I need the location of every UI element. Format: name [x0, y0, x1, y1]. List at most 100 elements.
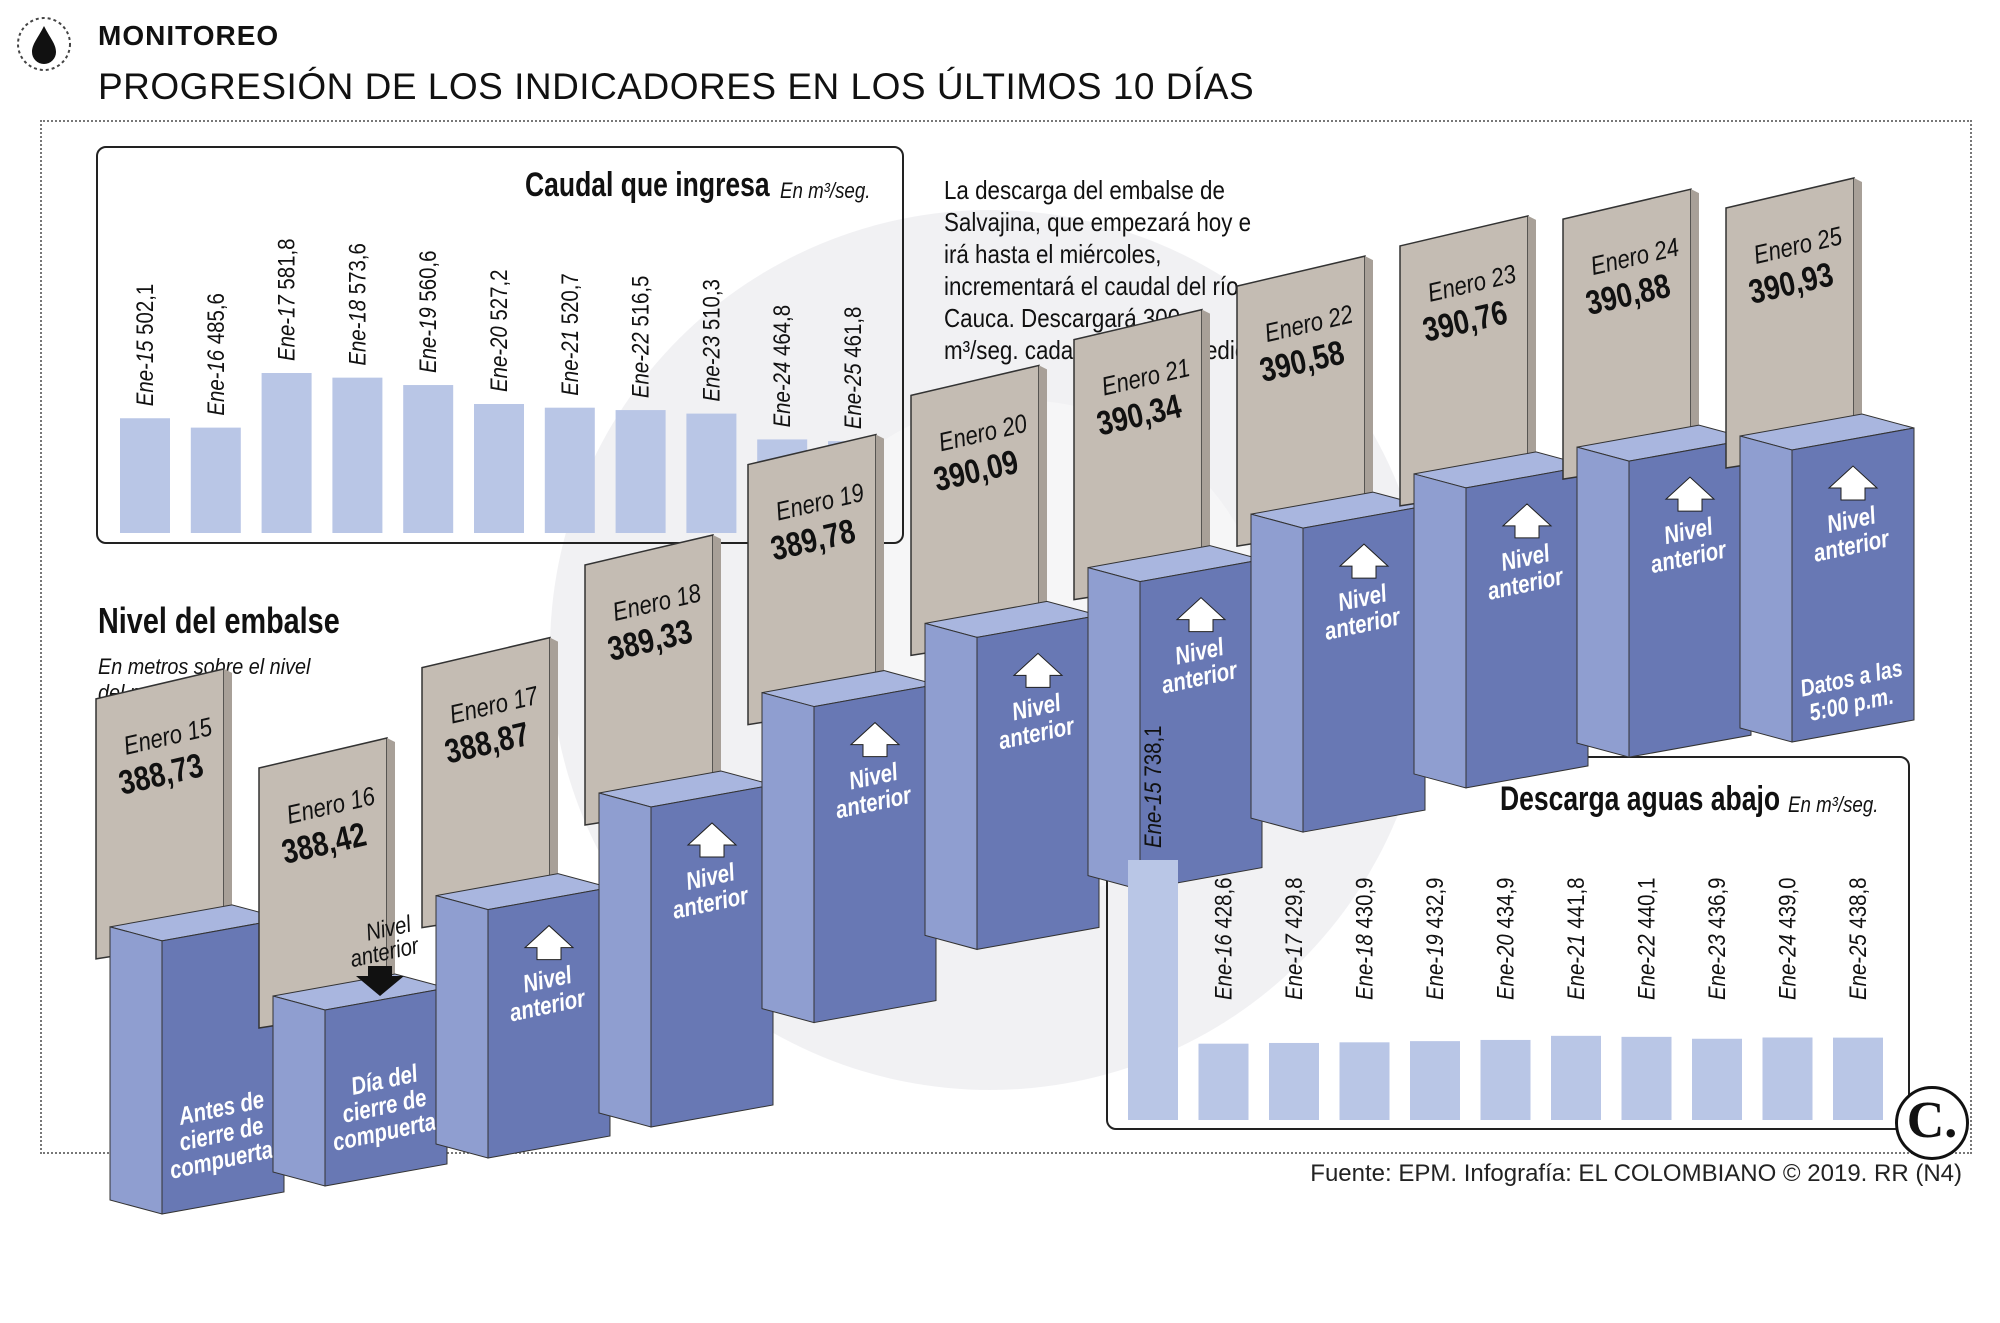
block-side-face: [272, 995, 326, 1187]
block-front-face: [1791, 427, 1915, 743]
block-front-face: [650, 784, 774, 1128]
tan-panel-edge: [550, 637, 558, 908]
arrow-up-icon: [1012, 652, 1064, 688]
bar: [332, 377, 383, 533]
bar: [1410, 1041, 1460, 1120]
category-label: Ene-20: [1492, 929, 1519, 1000]
block-front-face: [1139, 559, 1263, 891]
outflow-title: Descarga aguas abajo: [1499, 780, 1780, 818]
bar-label: Ene-15 738,1: [1139, 726, 1166, 848]
bar: [1551, 1035, 1601, 1120]
block-side-face: [435, 894, 489, 1159]
category-label: Ene-15: [1139, 777, 1166, 848]
bar: [1128, 860, 1178, 1120]
block-front-face: [161, 918, 285, 1215]
tan-panel-edge: [224, 668, 232, 939]
bar-label: Ene-24 464,8: [769, 305, 796, 427]
publisher-logo: C.: [1895, 1086, 1969, 1160]
category-label: Ene-23: [698, 330, 725, 401]
bar: [1833, 1037, 1883, 1120]
arrow-up-icon: [686, 822, 738, 858]
value-label: 520,7: [556, 273, 583, 324]
inflow-title: Caudal que ingresa: [525, 166, 770, 204]
value-label: 432,9: [1421, 878, 1448, 929]
block-front-face: [813, 683, 937, 1024]
bar: [544, 407, 595, 533]
bar-label: Ene-17 429,8: [1280, 878, 1307, 1000]
category-label: Ene-18: [1351, 929, 1378, 1000]
value-label: 440,1: [1633, 878, 1660, 929]
category-label: Ene-16: [1210, 929, 1237, 1000]
block-front-face: [324, 987, 448, 1187]
value-label: 438,8: [1844, 878, 1871, 929]
bar: [1198, 1043, 1249, 1120]
bar-label: Ene-21 441,8: [1562, 878, 1589, 1000]
category-label: Ene-20: [485, 321, 512, 392]
outflow-unit: En m³/seg.: [1788, 792, 1879, 817]
bar: [1339, 1042, 1390, 1120]
bar: [261, 373, 312, 533]
bar: [1762, 1037, 1813, 1120]
value-label: 485,6: [202, 293, 229, 344]
tan-panel-edge: [1854, 178, 1862, 448]
source-credit: Fuente: EPM. Infografía: EL COLOMBIANO ©…: [1310, 1160, 1962, 1187]
block-side-face: [598, 792, 652, 1128]
level-title: Nivel del embalse: [98, 600, 340, 641]
inflow-unit: En m³/seg.: [780, 178, 871, 203]
tan-panel-edge: [1039, 365, 1047, 636]
arrow-up-icon: [1827, 465, 1879, 501]
bar-label: Ene-16 485,6: [202, 293, 229, 415]
value-label: 428,6: [1210, 878, 1237, 929]
value-label: 436,9: [1703, 878, 1730, 929]
value-label: 573,6: [344, 243, 371, 294]
value-label: 502,1: [131, 284, 158, 335]
block-side-face: [1739, 435, 1793, 743]
category-label: Ene-23: [1703, 929, 1730, 1000]
value-label: 461,8: [839, 307, 866, 358]
tan-panel-edge: [1528, 215, 1536, 486]
bar-label: Ene-25 438,8: [1844, 878, 1871, 1000]
block-front-face: [1628, 438, 1752, 758]
category-label: Ene-18: [344, 294, 371, 365]
category-label: Ene-22: [627, 327, 654, 398]
arrow-up-icon: [1664, 476, 1716, 512]
bar-label: Ene-22 516,5: [627, 276, 654, 398]
bar: [474, 404, 524, 533]
tan-panel-edge: [713, 534, 721, 805]
tan-panel-edge: [1365, 256, 1373, 527]
arrow-up-icon: [1175, 596, 1227, 633]
value-label: 464,8: [769, 305, 796, 356]
category-label: Ene-21: [556, 324, 583, 395]
bar-label: Ene-20 434,9: [1492, 878, 1519, 1000]
inflow-panel: [96, 146, 904, 544]
water-drop-icon: [17, 17, 71, 71]
block-front-face: [976, 614, 1100, 951]
frame-dotted: [40, 120, 1972, 1154]
value-label: 581,8: [273, 239, 300, 290]
arrow-up-icon: [849, 721, 901, 758]
value-label: 429,8: [1280, 878, 1307, 929]
tan-panel-edge: [876, 434, 884, 705]
bar: [1621, 1036, 1672, 1120]
value-label: 516,5: [627, 276, 654, 327]
block-side-face: [109, 926, 163, 1215]
value-label: 441,8: [1562, 878, 1589, 929]
value-label: 434,9: [1492, 878, 1519, 929]
value-label: 430,9: [1351, 878, 1378, 929]
category-label: Ene-24: [1774, 929, 1801, 1000]
category-label: Ene-17: [1280, 929, 1307, 1000]
bar: [1480, 1039, 1531, 1120]
category-label: Ene-15: [131, 335, 158, 406]
value-label: 560,6: [415, 251, 442, 302]
bar: [403, 385, 454, 533]
bar-label: Ene-22 440,1: [1633, 878, 1660, 1000]
bar-label: Ene-15 502,1: [131, 284, 158, 406]
block-front-face: [1302, 505, 1426, 833]
category-label: Ene-25: [1844, 929, 1871, 1000]
tan-panel-edge: [1691, 189, 1699, 460]
kicker: MONITOREO: [98, 20, 280, 51]
value-label: 439,0: [1774, 878, 1801, 929]
block-side-face: [1413, 473, 1467, 789]
